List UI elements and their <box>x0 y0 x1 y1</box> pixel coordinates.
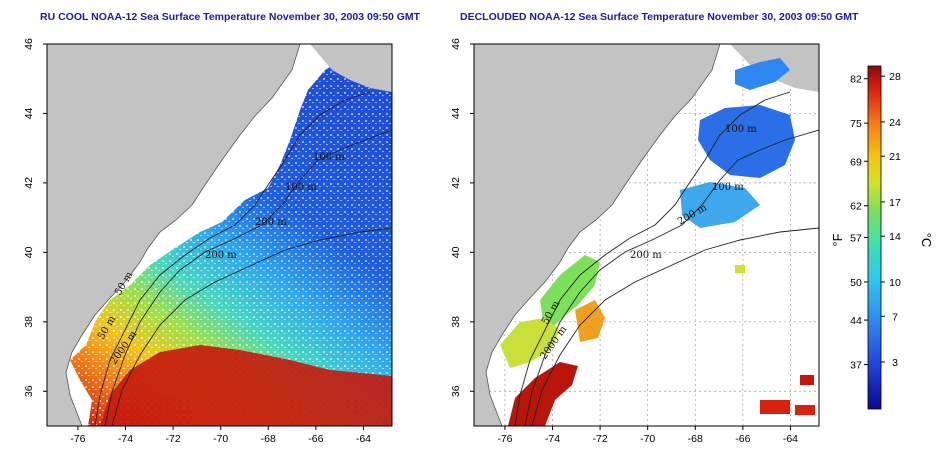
celsius-tick-label: 21 <box>889 151 901 163</box>
right-land <box>474 44 720 426</box>
fahrenheit-label: °F <box>830 233 845 246</box>
lat-tick-label: 36 <box>450 385 462 397</box>
lon-tick-label: -66 <box>735 433 750 445</box>
celsius-tick-label: 24 <box>889 117 901 129</box>
lon-tick-label: -66 <box>308 433 323 445</box>
lat-tick-label: 42 <box>450 177 462 189</box>
lon-tick-label: -74 <box>545 433 560 445</box>
fahrenheit-tick-label: 50 <box>850 277 862 289</box>
lat-tick-label: 36 <box>23 385 35 397</box>
right-sst-patch-east-1 <box>760 400 790 414</box>
left-lat-axis: 36 38 40 42 44 46 <box>23 38 47 397</box>
fahrenheit-tick-label: 75 <box>850 118 862 130</box>
lon-tick-label: -68 <box>261 433 276 445</box>
right-sst-patch-slope <box>575 300 605 342</box>
right-sst-patch-gulf-of-maine <box>698 105 795 178</box>
left-map-frame <box>46 43 393 427</box>
right-contour-50m <box>514 91 791 426</box>
colorbar-celsius-ticks: 28 24 21 17 14 10 7 3 <box>881 71 901 369</box>
right-sst-patch-east-3 <box>800 375 814 385</box>
lon-tick-label: -64 <box>356 433 371 445</box>
fahrenheit-tick-label: 37 <box>850 360 862 372</box>
lon-tick-label: -76 <box>70 433 85 445</box>
lon-tick-label: -70 <box>213 433 228 445</box>
left-lon-axis: -76 -74 -72 -70 -68 -66 -64 <box>70 426 371 445</box>
fahrenheit-tick-label: 57 <box>850 233 862 245</box>
right-sst-patch-ns <box>735 58 790 90</box>
right-land-outline <box>485 44 721 426</box>
fahrenheit-tick-label: 69 <box>850 156 862 168</box>
lat-tick-label: 40 <box>23 246 35 258</box>
right-panel-title: DECLOUDED NOAA-12 Sea Surface Temperatur… <box>460 11 859 23</box>
lat-tick-label: 42 <box>23 177 35 189</box>
right-lon-axis: -76 -74 -72 -70 -68 -66 -64 <box>497 426 798 445</box>
fahrenheit-tick-label: 44 <box>850 315 862 327</box>
right-contour-label-3: 200 m <box>630 250 662 261</box>
lon-tick-label: -68 <box>688 433 703 445</box>
lon-tick-label: -74 <box>118 433 133 445</box>
lon-tick-label: -64 <box>783 433 798 445</box>
celsius-label: °C <box>919 233 934 248</box>
lon-tick-label: -72 <box>593 433 608 445</box>
right-sst-patch-mid <box>735 265 745 273</box>
right-sst-patch-east-2 <box>795 405 815 415</box>
celsius-tick-label: 3 <box>892 357 898 369</box>
fahrenheit-tick-label: 82 <box>850 74 862 86</box>
left-contour-50m <box>94 91 371 426</box>
lat-tick-label: 46 <box>450 38 462 50</box>
fahrenheit-tick-label: 62 <box>850 201 862 213</box>
right-contour-200m <box>524 129 819 426</box>
left-nova-scotia <box>310 44 392 92</box>
lat-tick-label: 46 <box>23 38 35 50</box>
right-sst-patch-georges <box>680 182 760 228</box>
colorbar <box>867 65 882 410</box>
left-gulfstream <box>100 345 392 426</box>
celsius-tick-label: 7 <box>892 311 898 323</box>
left-contour-200m <box>104 129 392 426</box>
left-panel-title: RU COOL NOAA-12 Sea Surface Temperature … <box>40 11 421 23</box>
right-contour-label-1: 100 m <box>712 182 744 193</box>
left-contour-label-1: 100 m <box>313 152 345 163</box>
celsius-tick-label: 28 <box>889 71 901 83</box>
lat-tick-label: 40 <box>450 246 462 258</box>
celsius-tick-label: 14 <box>889 231 901 243</box>
lon-tick-label: -76 <box>497 433 512 445</box>
right-map-frame <box>473 43 820 427</box>
celsius-tick-label: 10 <box>889 277 901 289</box>
right-sst-patch-gulfstream <box>508 362 578 426</box>
left-map-panel: 100 m 100 m 200 m 200 m 50 m 50 m 2000 m <box>47 44 392 426</box>
lon-tick-label: -70 <box>640 433 655 445</box>
left-contour-label-3: 200 m <box>255 217 287 228</box>
left-contour-label-4: 200 m <box>205 250 237 261</box>
right-contour-label-2: 100 m <box>725 124 757 135</box>
celsius-tick-label: 17 <box>889 197 901 209</box>
lon-tick-label: -72 <box>166 433 181 445</box>
lat-tick-label: 38 <box>23 316 35 328</box>
right-lat-axis: 36 38 40 42 44 46 <box>450 38 474 397</box>
right-map-panel: 100 m 100 m 200 m 200 m 50 m 2000 m <box>474 44 819 426</box>
lat-tick-label: 38 <box>450 316 462 328</box>
lat-tick-label: 44 <box>450 107 462 119</box>
right-sst-patch-shelf <box>540 255 600 335</box>
left-contour-2000m <box>111 227 392 426</box>
colorbar-fahrenheit-ticks: 82 75 69 62 57 50 44 37 <box>850 74 868 372</box>
left-land-outline <box>65 44 301 426</box>
lat-tick-label: 44 <box>23 107 35 119</box>
right-contour-2000m <box>531 227 819 426</box>
left-contour-label-2: 100 m <box>285 182 317 193</box>
